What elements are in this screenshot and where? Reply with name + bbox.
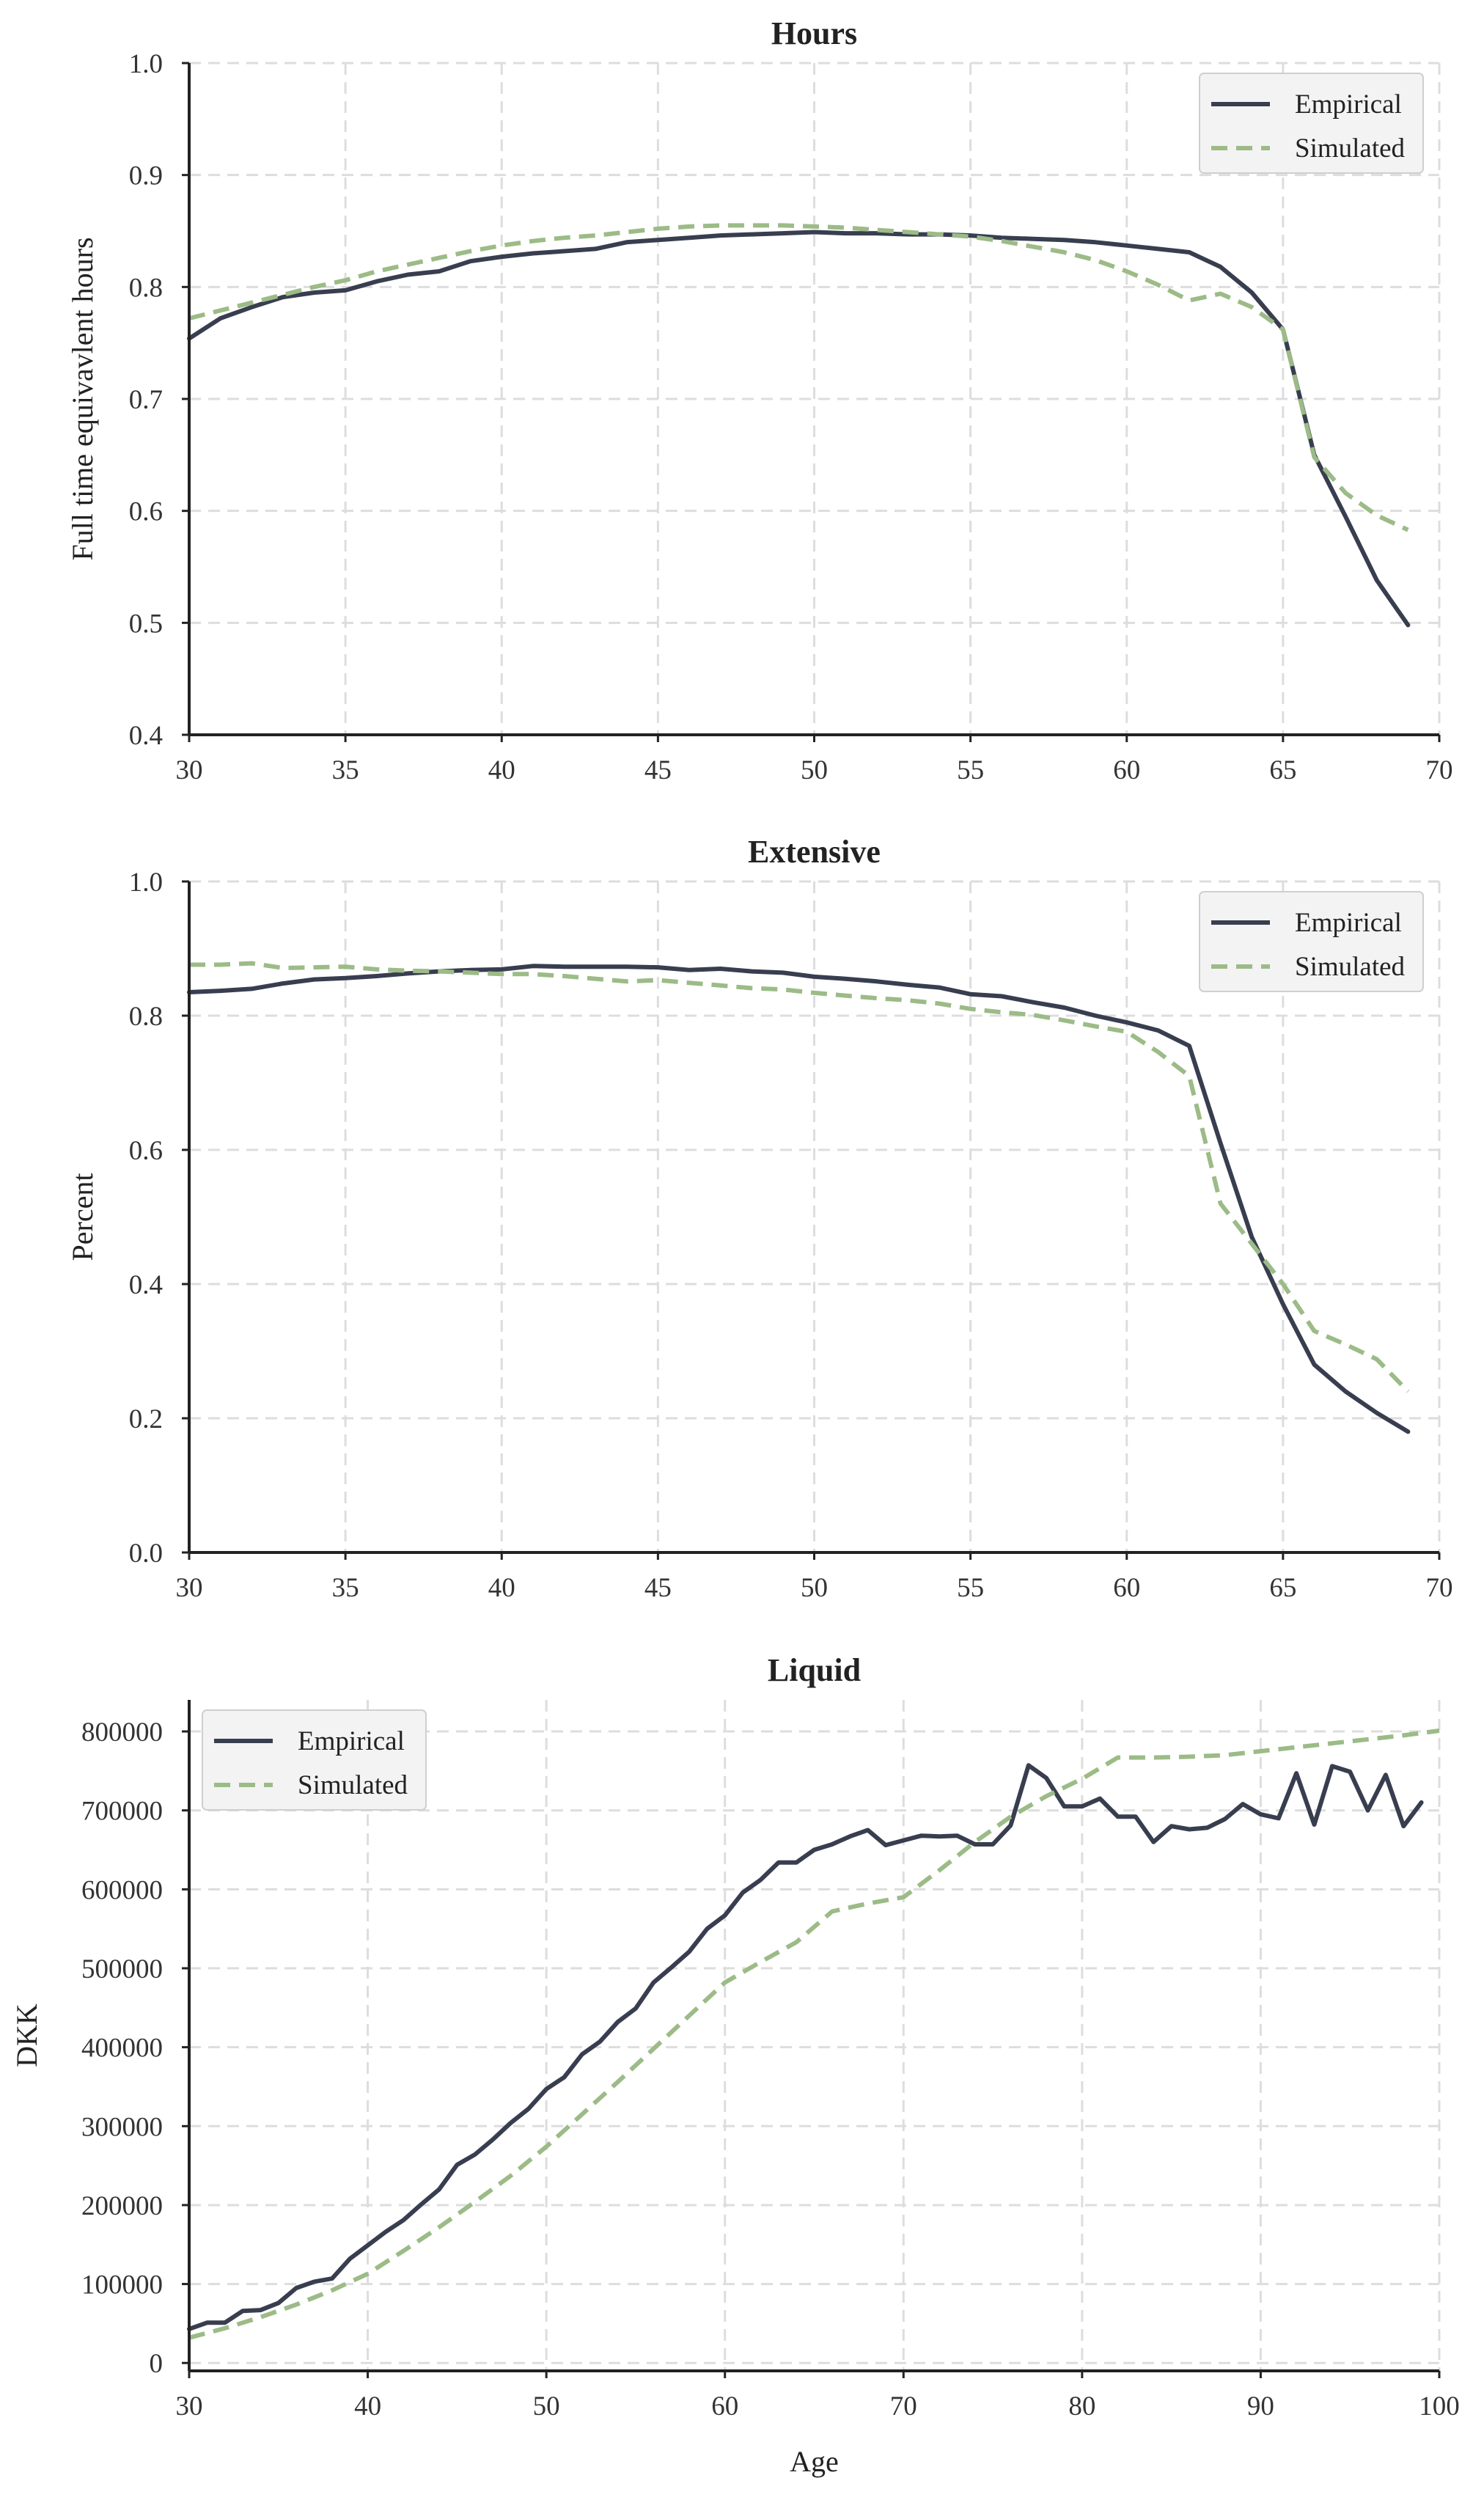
chart-title: Liquid: [768, 1652, 861, 1688]
legend: Empirical Simulated: [202, 1709, 427, 1811]
extensive-chart: 30 35 40 45 50 55 60 65 70 0.0 0.2 0.4 0.6 0.8 1.0 Exte…: [66, 834, 1453, 1603]
y-axis-label: Full time equivavlent hours: [66, 237, 99, 560]
y-tick-label: 0.2: [129, 1404, 163, 1434]
x-tick-label: 70: [890, 2391, 917, 2421]
series-line-simulated: [189, 961, 1410, 1393]
x-tick-label: 60: [1113, 1573, 1140, 1603]
x-tick-label: 50: [533, 2391, 560, 2421]
hours-chart: 30 35 40 45 50 55 60 65 70 0.4 0.5 0.6 0.7 0.8 0.9 1.0 H…: [66, 15, 1453, 785]
y-tick-label: 0.8: [129, 273, 163, 303]
x-axis-label: Age: [790, 2445, 839, 2478]
x-tick-label: 70: [1426, 755, 1453, 785]
legend-label: Simulated: [298, 1770, 408, 1800]
y-tick-label: 1.0: [129, 868, 163, 898]
y-tick-label: 700000: [81, 1797, 163, 1827]
x-tick-label: 100: [1419, 2391, 1460, 2421]
x-tick-label: 45: [644, 1573, 672, 1603]
y-tick-label: 0.0: [129, 1539, 163, 1569]
x-tick-label: 65: [1269, 755, 1296, 785]
x-tick-label: 35: [332, 1573, 359, 1603]
y-tick-label: 400000: [81, 2034, 163, 2064]
legend-box: [1199, 891, 1424, 992]
x-tick-label: 40: [354, 2391, 381, 2421]
y-tick-label: 0.4: [129, 1270, 163, 1300]
series-line-simulated: [188, 1728, 1440, 2340]
y-axis-label: Percent: [66, 1173, 99, 1261]
x-tick-label: 40: [488, 755, 515, 785]
y-tick-label: 0.9: [129, 161, 163, 191]
x-tick-label: 70: [1426, 1573, 1453, 1603]
x-tick-label: 55: [957, 755, 984, 785]
x-tick-label: 90: [1247, 2391, 1274, 2421]
legend-label: Empirical: [298, 1726, 405, 1756]
y-tick-label: 0.8: [129, 1002, 163, 1032]
y-tick-label: 800000: [81, 1717, 163, 1748]
legend: Empirical Simulated: [1199, 73, 1424, 174]
x-tick-label: 30: [176, 755, 203, 785]
series-line-empirical: [187, 1763, 1424, 2331]
x-tick-label: 50: [801, 755, 828, 785]
y-tick-label: 600000: [81, 1875, 163, 1905]
y-tick-label: 0.4: [129, 721, 163, 751]
series-line-empirical: [187, 230, 1411, 628]
y-tick-label: 0.6: [129, 1136, 163, 1166]
y-tick-label: 0.5: [129, 609, 163, 639]
x-tick-label: 65: [1269, 1573, 1296, 1603]
y-tick-label: 0.6: [129, 497, 163, 527]
x-tick-label: 30: [176, 2391, 203, 2421]
legend-label: Empirical: [1295, 908, 1402, 938]
x-tick-label: 60: [711, 2391, 738, 2421]
chart-title: Extensive: [748, 834, 881, 870]
x-tick-label: 30: [176, 1573, 203, 1603]
legend: Empirical Simulated: [1199, 891, 1424, 992]
y-tick-label: 300000: [81, 2112, 163, 2142]
y-tick-label: 500000: [81, 1954, 163, 1984]
x-tick-label: 35: [332, 755, 359, 785]
y-tick-label: 0: [150, 2349, 164, 2379]
series-line-empirical: [187, 964, 1411, 1434]
x-tick-label: 55: [957, 1573, 984, 1603]
x-tick-label: 40: [488, 1573, 515, 1603]
series-line-simulated: [188, 223, 1409, 532]
legend-label: Simulated: [1295, 133, 1406, 164]
legend-box: [202, 1709, 427, 1811]
y-tick-label: 1.0: [129, 49, 163, 79]
chart-title: Hours: [771, 15, 857, 51]
x-tick-label: 45: [644, 755, 672, 785]
y-tick-label: 100000: [81, 2270, 163, 2300]
liquid-chart: 30 40 50 60 70 80 90 100 0 100000 200000 300000 4000…: [10, 1652, 1460, 2478]
x-tick-label: 50: [801, 1573, 828, 1603]
legend-label: Simulated: [1295, 952, 1406, 982]
y-tick-label: 0.7: [129, 385, 163, 415]
x-tick-label: 80: [1068, 2391, 1095, 2421]
y-axis-label: DKK: [10, 2003, 43, 2067]
y-tick-label: 200000: [81, 2191, 163, 2221]
legend-label: Empirical: [1295, 89, 1402, 120]
legend-box: [1199, 73, 1424, 174]
x-tick-label: 60: [1113, 755, 1140, 785]
